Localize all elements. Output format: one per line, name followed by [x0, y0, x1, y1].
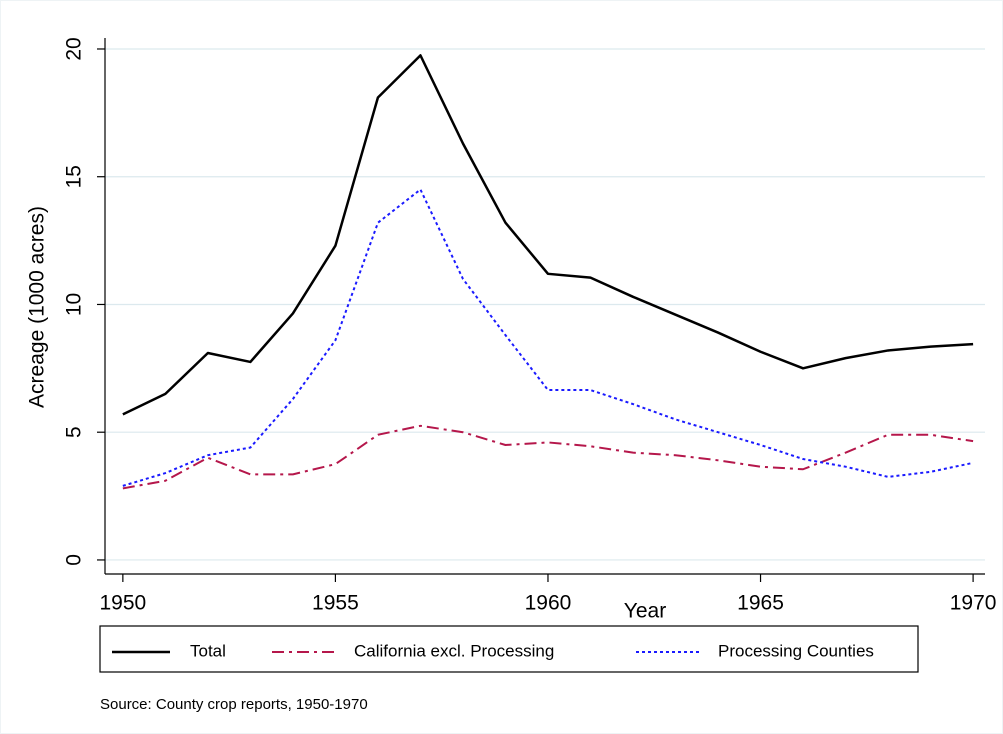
x-axis-label: Year	[624, 600, 666, 623]
x-tick-label: 1950	[99, 592, 146, 615]
y-tick-label: 0	[63, 554, 86, 566]
legend-label: Processing Counties	[718, 641, 874, 660]
note: Source: County crop reports, 1950-1970	[100, 696, 368, 713]
y-tick-label: 5	[63, 426, 86, 438]
line	[122, 54, 974, 416]
y-tick-label: 20	[63, 37, 86, 60]
x-tick-label: 1970	[950, 592, 997, 615]
x-tick-label: 1955	[312, 592, 359, 615]
x-tick-label: 1960	[525, 592, 572, 615]
x-tick-label: 1965	[737, 592, 784, 615]
legend-label: Total	[190, 641, 226, 660]
y-tick-label: 15	[63, 165, 86, 188]
y-tick-label: 10	[63, 293, 86, 316]
y-axis-label: Acreage (1000 acres)	[26, 206, 49, 408]
line	[122, 424, 974, 490]
legend	[99, 625, 919, 673]
legend-label: California excl. Processing	[354, 641, 554, 660]
